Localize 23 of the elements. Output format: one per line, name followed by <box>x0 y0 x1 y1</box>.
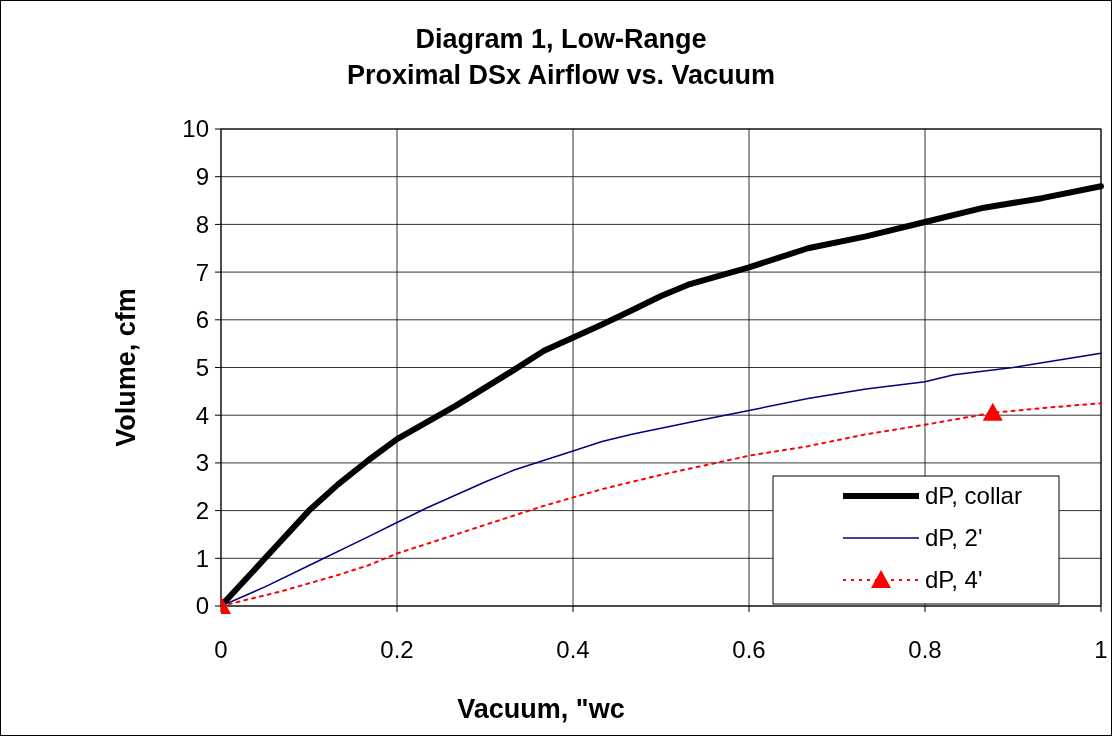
legend-label: dP, 2' <box>925 524 983 552</box>
y-tick-label: 5 <box>195 353 209 381</box>
y-tick-label: 7 <box>195 258 209 286</box>
legend-label: dP, collar <box>925 482 1022 510</box>
x-tick-label: 0.6 <box>732 636 766 663</box>
x-tick-label: 0 <box>214 636 228 663</box>
y-tick-label: 2 <box>195 497 209 524</box>
y-tick-label: 9 <box>195 163 209 191</box>
y-tick-label: 6 <box>195 306 209 334</box>
x-tick-label: 0.2 <box>380 636 414 663</box>
x-tick-label: 0.8 <box>908 636 942 663</box>
chart-title: Diagram 1, Low-Range Proximal DSx Airflow vs. Vacuum <box>346 24 776 90</box>
y-tick-label: 3 <box>195 449 209 477</box>
x-axis-title: Vacuum, "wc <box>457 694 625 724</box>
y-tick-label: 10 <box>182 115 209 143</box>
y-tick-label: 0 <box>195 592 209 620</box>
x-tick-label: 1 <box>1094 636 1108 663</box>
y-tick-label: 1 <box>195 544 209 572</box>
y-tick-label: 8 <box>195 210 209 238</box>
x-tick-label: 0.4 <box>556 636 590 663</box>
y-axis-title: Volume, cfm <box>111 288 141 447</box>
y-tick-label: 4 <box>195 401 209 429</box>
legend-label: dP, 4' <box>925 566 983 594</box>
